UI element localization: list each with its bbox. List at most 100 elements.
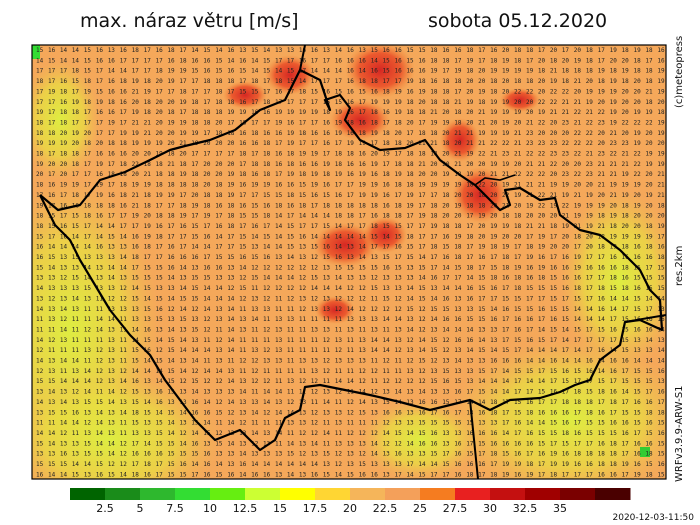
- region-border-inner: [474, 174, 516, 186]
- gust-value: 13: [239, 47, 247, 54]
- gust-value: 17: [36, 88, 44, 95]
- gust-value: 19: [598, 202, 606, 209]
- gust-value: 14: [179, 440, 187, 447]
- colorbar-swatch: [420, 488, 456, 500]
- gust-value: 18: [454, 78, 462, 85]
- gust-value: 17: [562, 295, 570, 302]
- gust-value: 19: [634, 140, 642, 147]
- gust-value: 16: [359, 151, 367, 158]
- gust-value: 14: [466, 326, 474, 333]
- gust-value: 13: [108, 254, 116, 261]
- gust-value: 17: [610, 337, 618, 344]
- gust-value: 18: [299, 130, 307, 137]
- gust-value: 13: [108, 285, 116, 292]
- gust-value: 14: [179, 337, 187, 344]
- gust-value: 13: [227, 451, 235, 458]
- gust-value: 16: [60, 223, 68, 230]
- gust-value: 15: [430, 347, 438, 354]
- gust-value: 18: [586, 451, 594, 458]
- gust-value: 18: [72, 109, 80, 116]
- gust-value: 22: [478, 151, 486, 158]
- gust-value: 14: [84, 244, 92, 251]
- gust-value: 15: [60, 461, 68, 468]
- gust-value: 15: [144, 275, 152, 282]
- gust-value: 13: [239, 399, 247, 406]
- gust-value: 14: [383, 337, 391, 344]
- gust-value: 20: [478, 171, 486, 178]
- gust-value: 21: [586, 109, 594, 116]
- gust-value: 19: [490, 161, 498, 168]
- gust-value: 18: [108, 140, 116, 147]
- gust-value: 14: [371, 347, 379, 354]
- gust-value: 17: [323, 151, 331, 158]
- gust-value: 17: [144, 68, 152, 75]
- gust-value: 16: [598, 295, 606, 302]
- gust-value: 17: [108, 161, 116, 168]
- gust-value: 15: [167, 461, 175, 468]
- gust-value: 13: [347, 358, 355, 365]
- gust-value: 14: [454, 326, 462, 333]
- gust-value: 22: [586, 130, 594, 137]
- gust-value: 15: [383, 68, 391, 75]
- gust-value: 14: [335, 233, 343, 240]
- gust-value: 15: [263, 68, 271, 75]
- gust-value: 20: [132, 171, 140, 178]
- gust-value: 11: [48, 347, 56, 354]
- gust-value: 13: [406, 275, 414, 282]
- gust-value: 16: [657, 461, 665, 468]
- gust-value: 16: [371, 171, 379, 178]
- gust-value: 14: [120, 471, 128, 478]
- gust-value: 15: [251, 213, 259, 220]
- gust-value: 16: [191, 440, 199, 447]
- gust-value: 14: [657, 358, 665, 365]
- gust-value: 14: [406, 440, 414, 447]
- gust-value: 20: [490, 213, 498, 220]
- gust-value: 17: [466, 213, 474, 220]
- gust-value: 19: [72, 182, 80, 189]
- gust-value: 14: [96, 316, 104, 323]
- gust-value: 16: [490, 316, 498, 323]
- gust-value: 14: [251, 233, 259, 240]
- gust-value: 13: [657, 337, 665, 344]
- gust-value: 16: [610, 254, 618, 261]
- gust-value: 19: [442, 120, 450, 127]
- gust-value: 12: [383, 440, 391, 447]
- gust-value: 16: [490, 47, 498, 54]
- gust-value: 15: [144, 409, 152, 416]
- gust-value: 14: [48, 389, 56, 396]
- gust-value: 18: [36, 120, 44, 127]
- gust-value: 18: [335, 161, 343, 168]
- gust-value: 19: [287, 140, 295, 147]
- gust-value: 19: [275, 109, 283, 116]
- gust-value: 19: [96, 161, 104, 168]
- gust-value: 16: [311, 192, 319, 199]
- gust-value: 18: [108, 171, 116, 178]
- gust-value: 13: [406, 347, 414, 354]
- gust-value: 21: [454, 99, 462, 106]
- gust-value: 18: [227, 99, 235, 106]
- gust-value: 13: [251, 306, 259, 313]
- gust-value: 15: [84, 57, 92, 64]
- gust-value: 14: [96, 223, 104, 230]
- gust-value: 18: [36, 213, 44, 220]
- gust-value: 14: [442, 264, 450, 271]
- gust-value: 11: [347, 337, 355, 344]
- gust-value: 19: [645, 192, 653, 199]
- gust-value: 14: [526, 347, 534, 354]
- gust-value: 12: [179, 430, 187, 437]
- gust-value: 13: [251, 399, 259, 406]
- gust-value: 20: [550, 47, 558, 54]
- gust-value: 17: [598, 337, 606, 344]
- gust-value: 14: [144, 368, 152, 375]
- gust-value: 19: [550, 78, 558, 85]
- gust-value: 16: [430, 430, 438, 437]
- gust-value: 19: [574, 57, 582, 64]
- gust-value: 16: [263, 471, 271, 478]
- gust-value: 19: [586, 99, 594, 106]
- gust-value: 17: [84, 151, 92, 158]
- gust-value: 13: [72, 440, 80, 447]
- gust-value: 21: [502, 202, 510, 209]
- gust-value: 17: [84, 223, 92, 230]
- gust-value: 19: [490, 233, 498, 240]
- gust-value: 17: [466, 223, 474, 230]
